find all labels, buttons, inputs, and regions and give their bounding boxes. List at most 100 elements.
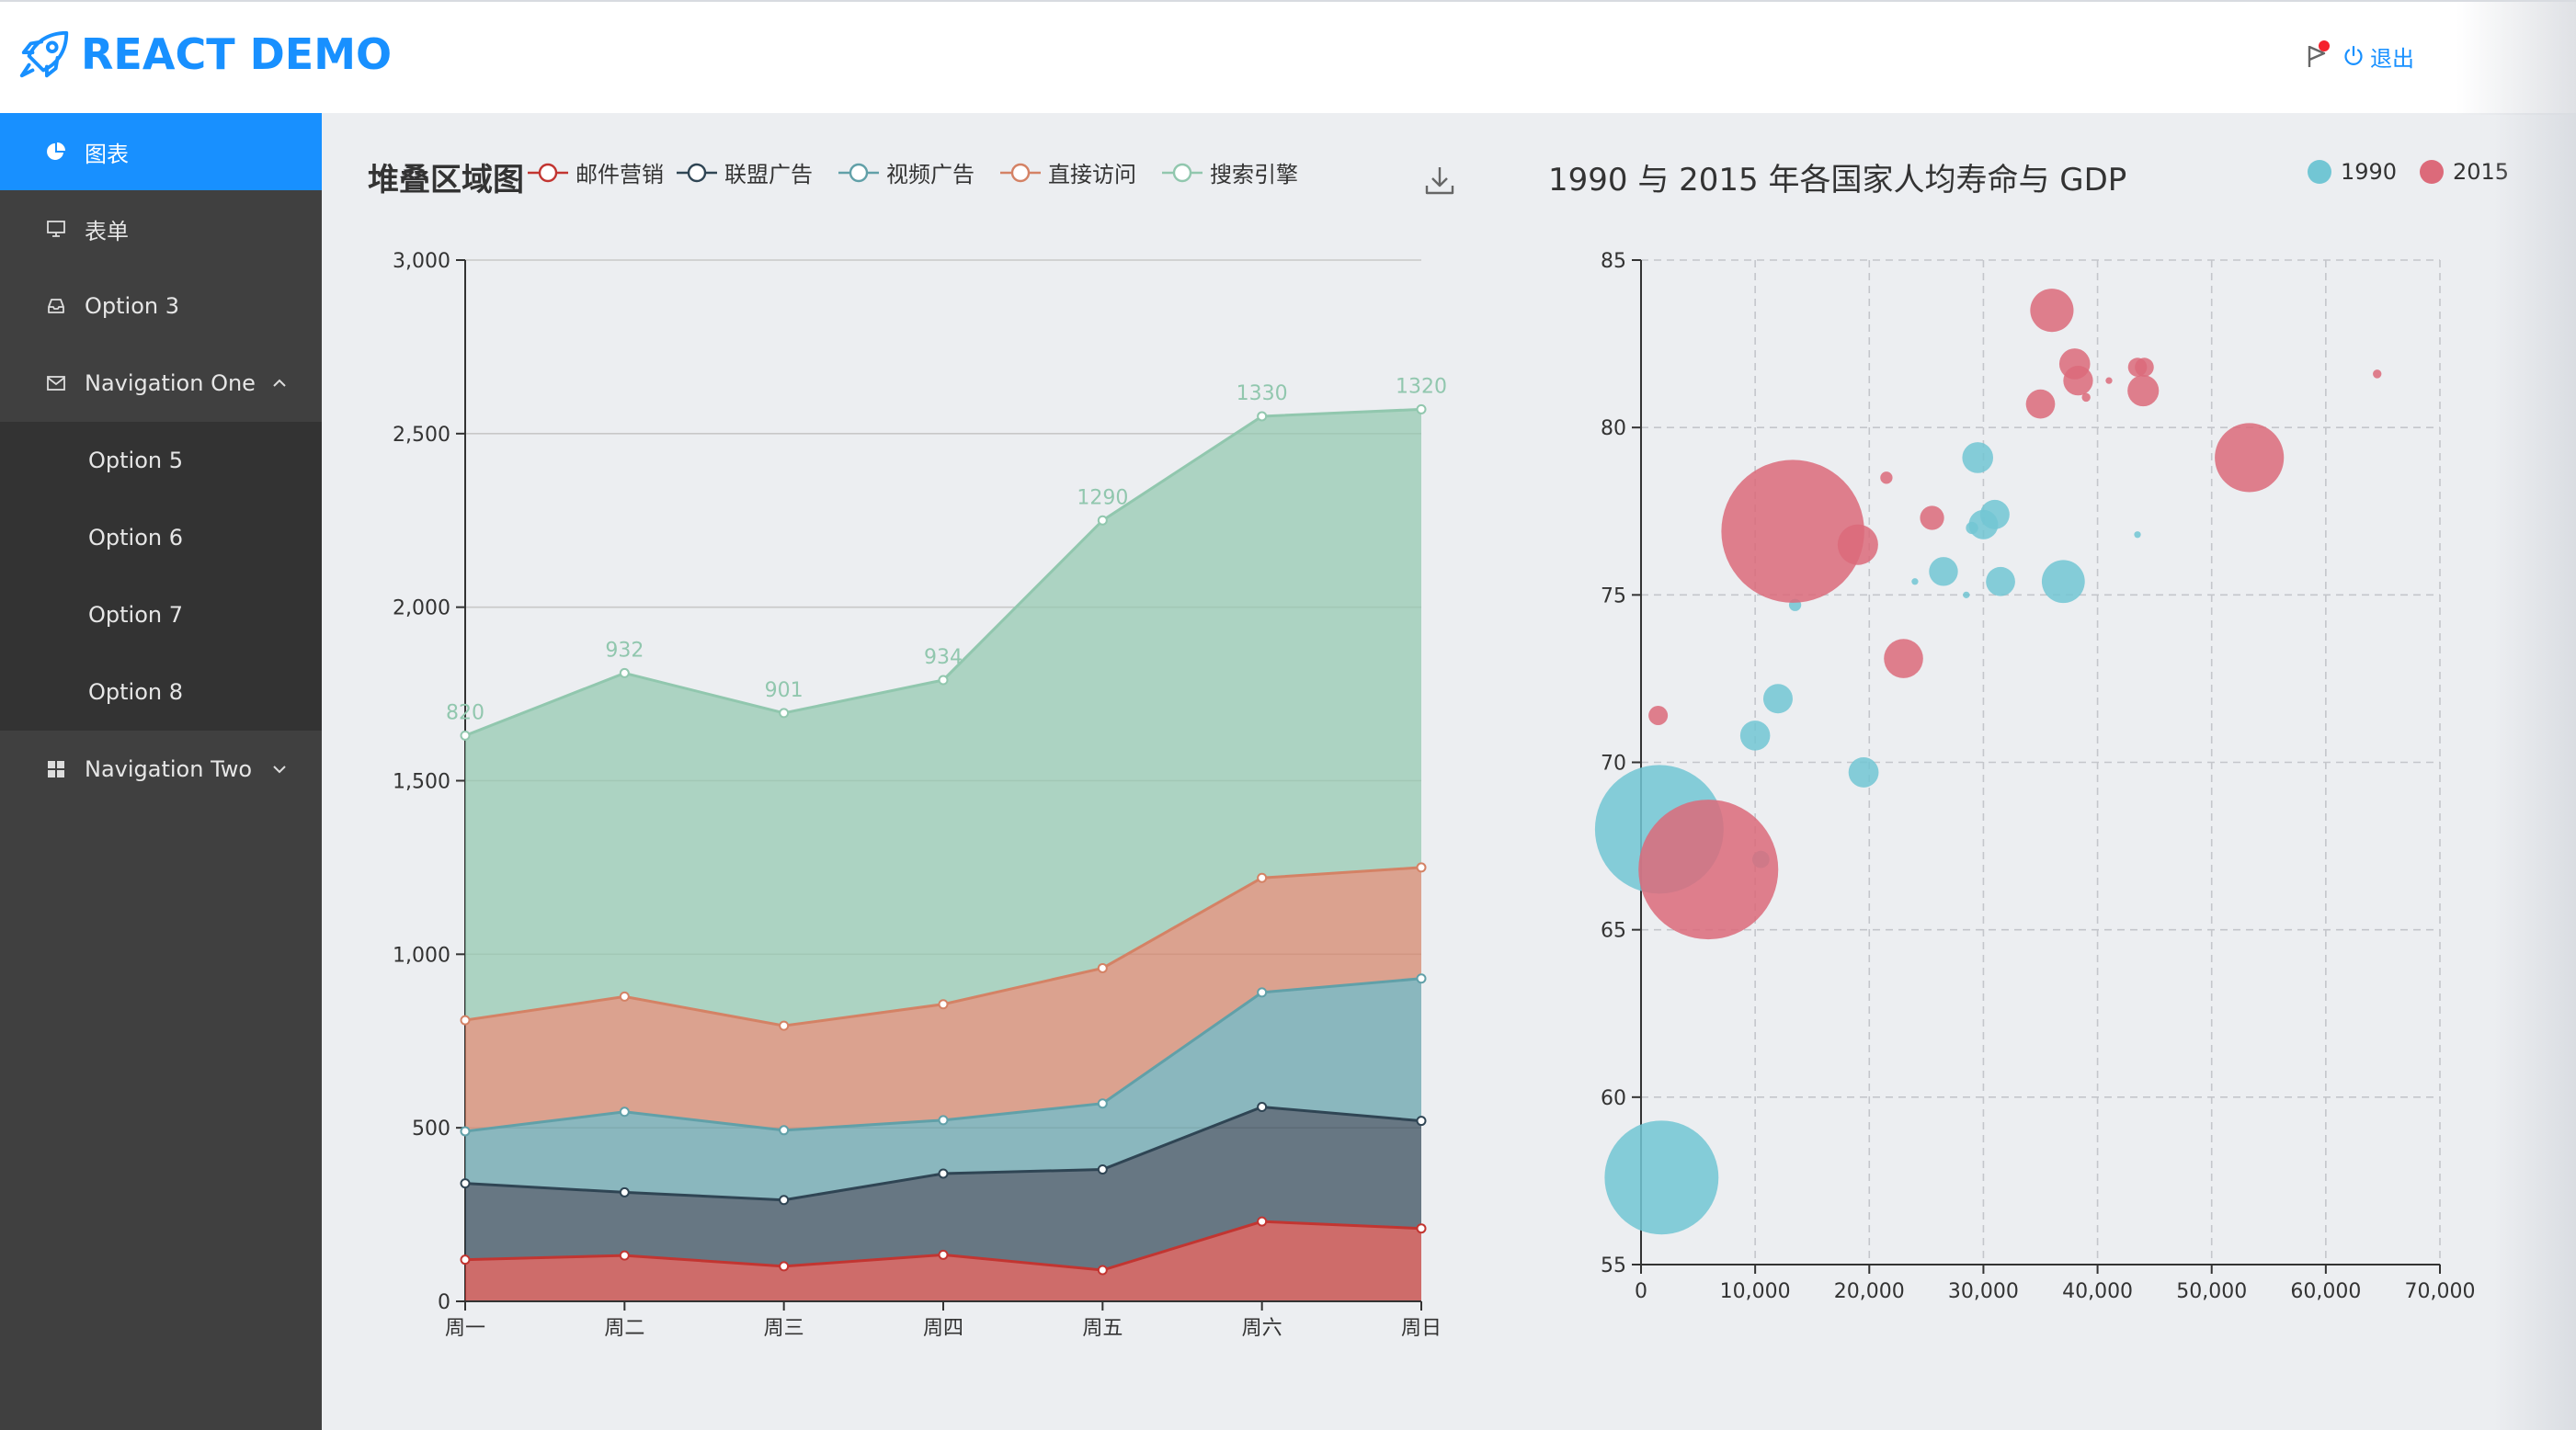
data-label: 1330 (1237, 382, 1288, 405)
legend-label: 联盟广告 (724, 162, 813, 187)
data-point (1257, 987, 1268, 998)
sidebar-item-option-8[interactable]: Option 8 (0, 653, 322, 731)
bubble (1604, 1120, 1719, 1235)
legend-label: 1990 (2341, 159, 2398, 185)
data-point (779, 1020, 790, 1031)
data-label: 1320 (1396, 375, 1447, 398)
legend-marker-icon (2308, 160, 2331, 184)
data-point (1257, 1216, 1268, 1227)
logout-button[interactable]: 退出 (2342, 40, 2414, 72)
sidebar-item-label: Navigation Two (85, 756, 253, 782)
data-point (619, 1250, 630, 1261)
sidebar-menu: 图表 表单 Option 3 Navigation One Option 5 O… (0, 113, 322, 1430)
data-point (779, 708, 790, 719)
x-tick-label: 40,000 (2062, 1280, 2133, 1303)
notification-badge (2319, 40, 2330, 51)
data-point (938, 999, 949, 1010)
bubble (2081, 392, 2091, 403)
y-tick-label: 2,500 (393, 424, 450, 447)
bubble (2373, 369, 2382, 379)
y-tick-label: 70 (1601, 753, 1626, 776)
y-tick-label: 85 (1601, 250, 1626, 273)
download-icon[interactable] (1421, 162, 1458, 199)
area-fill (465, 978, 1421, 1200)
legend-item[interactable]: 直接访问 (1000, 156, 1136, 188)
mail-icon (46, 373, 66, 393)
bubble (2127, 375, 2160, 407)
sidebar-item-option-3[interactable]: Option 3 (0, 267, 322, 345)
legend-item[interactable]: 视频广告 (838, 156, 975, 188)
app-logo-text: REACT DEMO (81, 29, 393, 79)
data-point (1097, 1163, 1108, 1175)
bubble (1884, 639, 1923, 678)
data-point (779, 1261, 790, 1272)
x-tick-label: 周二 (604, 1317, 644, 1340)
data-point (1416, 1116, 1427, 1127)
power-icon (2344, 45, 2363, 65)
legend-marker-icon (838, 163, 879, 182)
data-point (1097, 1265, 1108, 1276)
legend-item[interactable]: 搜索引擎 (1162, 156, 1298, 188)
x-tick-label: 30,000 (1948, 1280, 2019, 1303)
bubble (1648, 705, 1669, 725)
rocket-icon (19, 30, 69, 78)
x-tick-label: 周六 (1242, 1317, 1282, 1340)
bubble (2025, 389, 2056, 419)
sidebar-item-option-5[interactable]: Option 5 (0, 422, 322, 499)
bubble (1739, 721, 1771, 751)
x-tick-label: 周一 (445, 1317, 485, 1340)
data-point (1097, 1098, 1108, 1109)
legend-label: 邮件营销 (576, 162, 664, 187)
data-point (1416, 862, 1427, 873)
legend-item[interactable]: 邮件营销 (528, 156, 664, 188)
data-point (938, 675, 949, 686)
bubble (1966, 521, 1978, 535)
legend-marker-icon (677, 163, 717, 182)
area-fill (465, 1221, 1421, 1301)
data-point (1257, 411, 1268, 422)
bubble (1911, 578, 1919, 585)
legend-marker-icon (1000, 163, 1041, 182)
y-tick-label: 500 (412, 1118, 450, 1141)
bubble (1848, 757, 1879, 788)
sidebar-item-navigation-one[interactable]: Navigation One (0, 345, 322, 422)
pie-chart-icon (46, 142, 66, 162)
y-tick-label: 0 (438, 1291, 450, 1314)
bubble (1962, 442, 1994, 473)
data-point (938, 1249, 949, 1260)
sidebar-item-navigation-two[interactable]: Navigation Two (0, 731, 322, 808)
bubble (1986, 566, 2015, 596)
y-tick-label: 55 (1601, 1254, 1626, 1277)
legend-marker-icon (1162, 163, 1203, 182)
sidebar-item-form[interactable]: 表单 (0, 190, 322, 267)
data-point (779, 1125, 790, 1136)
data-point (619, 1107, 630, 1118)
data-label: 901 (765, 679, 804, 702)
bubble (1920, 505, 1944, 530)
bubble (1979, 499, 2010, 529)
sidebar-item-charts[interactable]: 图表 (0, 113, 322, 190)
legend-item[interactable]: 联盟广告 (677, 156, 813, 188)
bubble (2030, 289, 2074, 333)
data-point (460, 1254, 471, 1265)
area-fill (465, 409, 1421, 1027)
data-point (619, 1186, 630, 1197)
sidebar-item-option-7[interactable]: Option 7 (0, 576, 322, 653)
sidebar-item-label: Option 3 (85, 293, 179, 319)
data-label: 932 (605, 639, 644, 662)
data-label: 820 (446, 701, 484, 724)
notification-flag-icon[interactable] (2304, 42, 2331, 70)
data-point (938, 1168, 949, 1179)
data-point (460, 1126, 471, 1137)
legend-label: 直接访问 (1048, 162, 1136, 187)
sidebar-item-option-6[interactable]: Option 6 (0, 499, 322, 576)
data-point (779, 1195, 790, 1206)
sidebar-item-label: Navigation One (85, 370, 256, 396)
navigation-one-submenu: Option 5 Option 6 Option 7 Option 8 (0, 422, 322, 731)
legend-label: 视频广告 (886, 162, 975, 187)
logout-label: 退出 (2370, 45, 2414, 72)
legend-item[interactable]: 1990 (2306, 158, 2397, 186)
